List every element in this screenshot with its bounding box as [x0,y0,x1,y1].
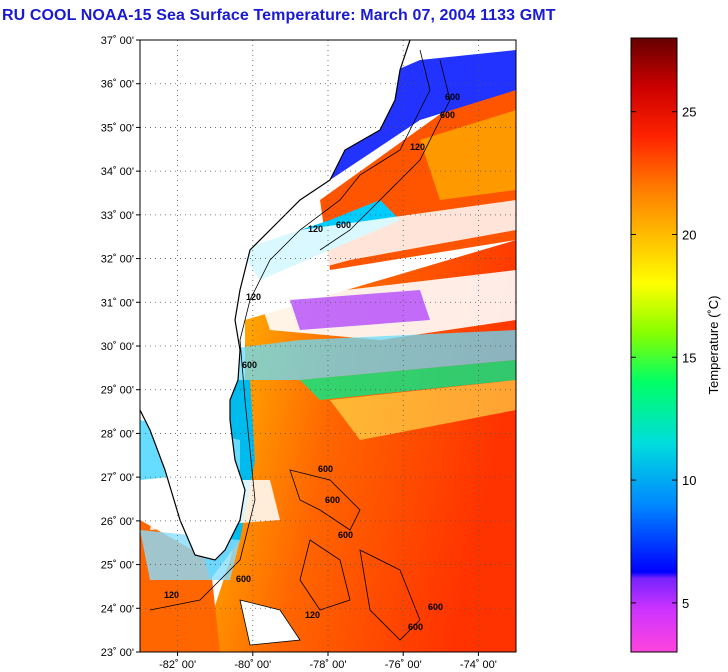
latitude-label: 36˚ 00' [101,79,134,91]
isobath-label: 600 [440,110,455,120]
latitude-label: 23˚ 00' [101,647,134,659]
colorbar-label: Temperature (˚C) [706,296,721,395]
longitude-label: -82˚ 00' [159,659,196,671]
coastline [140,40,411,561]
colorbar-tick-label: 25 [682,105,696,120]
colorbar [630,37,678,653]
sst-image: 600 120 600 120 120 600 600 600 600 600 120 120 600 6… [140,40,516,652]
isobath-label: 120 [246,292,261,302]
colorbar-tick-label: 15 [682,350,696,365]
colorbar-ticks: 25 20 15 10 5 [631,105,696,611]
latitude-label: 24˚ 00' [101,603,134,615]
isobath-label: 120 [308,224,323,234]
latitude-label: 34˚ 00' [101,166,134,178]
colorbar-tick-label: 20 [682,227,696,242]
isobath-label: 120 [305,610,320,620]
latitude-label: 30˚ 00' [101,341,134,353]
isobath-600 [319,59,451,251]
isobath-label: 600 [408,622,423,632]
isobath-label: 120 [410,142,425,152]
latitude-label: 25˚ 00' [101,560,134,572]
cloud-streak [330,380,516,440]
cuba-outline [239,599,301,646]
latitude-labels: 37˚ 00' 36˚ 00' 35˚ 00' 34˚ 00' 33˚ 00' 32˚ 0… [101,35,140,659]
longitude-label: -80˚ 00' [234,659,271,671]
isobath-label: 600 [338,530,353,540]
latitude-label: 35˚ 00' [101,122,134,134]
thermal-front [300,360,516,400]
isobath-labels: 600 120 600 120 120 600 600 600 600 600 120 120 600 6… [164,92,460,632]
land-mass [140,40,410,560]
bank-outline [299,539,351,611]
latitude-label: 28˚ 00' [101,428,134,440]
latitude-label: 31˚ 00' [101,297,134,309]
longitude-label: -74˚ 00' [460,659,497,671]
isobath-label: 600 [236,574,251,584]
latitude-label: 29˚ 00' [101,385,134,397]
warm-band [420,110,516,200]
grid-lines [140,40,516,652]
longitude-labels: -82˚ 00' -80˚ 00' -78˚ 00' -76˚ 00' -74˚ 00' [159,652,497,671]
latitude-label: 27˚ 00' [101,472,134,484]
cold-cloud [290,290,430,330]
longitude-label: -78˚ 00' [310,659,347,671]
bank-outline [359,549,421,641]
map-title: RU COOL NOAA-15 Sea Surface Temperature:… [2,7,556,24]
isobath-label: 600 [242,360,257,370]
latitude-label: 26˚ 00' [101,516,134,528]
isobath-120 [149,49,431,611]
isobath-label: 120 [164,590,179,600]
isobath-label: 600 [318,464,333,474]
bahamas-outline [289,469,361,531]
isobath-label: 600 [336,220,351,230]
latitude-label: 32˚ 00' [101,254,134,266]
isobath-label: 600 [445,92,460,102]
colorbar-tick-label: 5 [682,596,689,611]
isobath-label: 600 [325,495,340,505]
latitude-label: 37˚ 00' [101,35,134,47]
longitude-label: -76˚ 00' [385,659,422,671]
colorbar-tick-label: 10 [682,473,696,488]
isobath-label: 600 [428,602,443,612]
latitude-label: 33˚ 00' [101,210,134,222]
